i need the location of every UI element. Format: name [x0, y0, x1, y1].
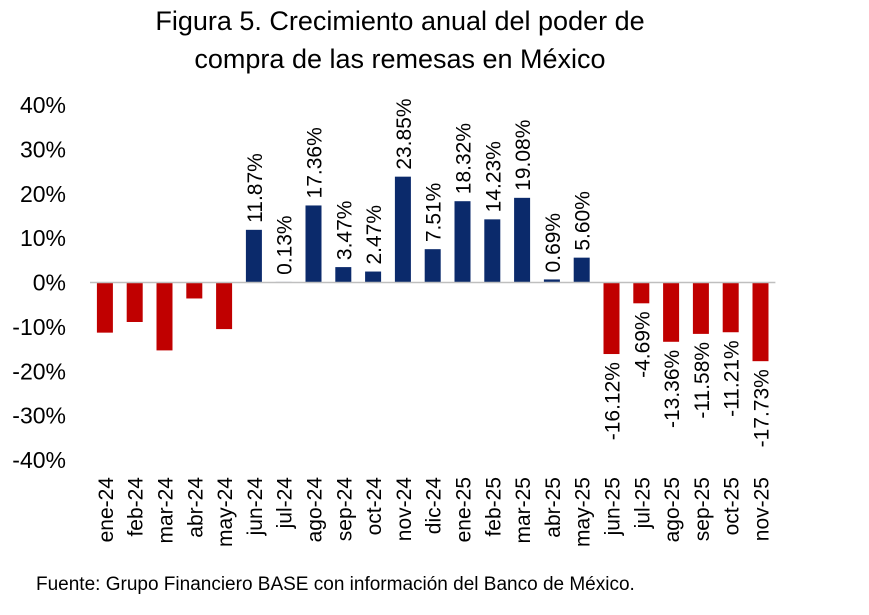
x-tick-label-feb-24: feb-24: [125, 477, 148, 537]
bar-ago-24: [305, 205, 322, 283]
y-tick-label: -10%: [12, 314, 66, 340]
x-tick-label-oct-24: oct-24: [363, 477, 386, 536]
bar-ene-25: [454, 201, 471, 283]
x-tick-label-sep-24: sep-24: [333, 477, 356, 542]
x-tick-label-oct-25: oct-25: [721, 477, 744, 535]
y-tick-label: 0%: [33, 270, 66, 296]
y-tick-label: -40%: [12, 447, 66, 473]
x-tick-label-mar-24: mar-24: [155, 477, 178, 544]
bar-dic-24: [424, 249, 441, 283]
y-tick-label: 30%: [20, 136, 66, 162]
x-tick-label-jun-24: jun-24: [244, 477, 267, 537]
bar-oct-24: [365, 271, 382, 283]
data-label-oct-25: -11.21%: [721, 340, 744, 417]
data-label-jul-25: -4.69%: [631, 311, 654, 378]
x-tick-label-jun-25: jun-25: [602, 477, 625, 536]
bar-feb-25: [484, 219, 501, 283]
x-tick-label-abr-25: abr-25: [542, 477, 565, 538]
source-note: Fuente: Grupo Financiero BASE con inform…: [36, 574, 635, 595]
x-tick-label-jul-25: jul-25: [631, 477, 654, 529]
bar-ene-24: [96, 282, 113, 333]
bar-abr-24: [186, 282, 203, 299]
bar-jun-24: [245, 229, 262, 283]
bar-nov-25: [752, 282, 769, 362]
bar-nov-24: [394, 176, 411, 283]
x-tick-label-may-24: may-24: [214, 477, 237, 547]
data-label-nov-25: -17.73%: [751, 369, 774, 447]
chart-title-line-2: compra de las remesas en México: [194, 44, 606, 74]
bar-ago-25: [663, 282, 680, 342]
data-labels: 11.87% 0.13% 17.36% 3.47% 2.47% 23.85% 7.51% 18…: [244, 98, 774, 447]
bar-sep-24: [335, 267, 352, 283]
data-label-nov-24: 23.85%: [393, 98, 416, 169]
bar-feb-24: [126, 282, 143, 322]
y-tick-label: 20%: [20, 181, 66, 207]
bar-oct-25: [722, 282, 739, 333]
x-tick-label-nov-25: nov-25: [751, 477, 774, 541]
chart-title-line-1: Figura 5. Crecimiento anual del poder de: [155, 6, 645, 36]
y-axis: 40% 30% 20% 10% 0% -10% -20% -30% -40%: [12, 92, 66, 473]
data-label-ene-25: 18.32%: [453, 123, 476, 194]
bar-jun-25: [603, 282, 620, 355]
x-tick-label-dic-24: dic-24: [423, 477, 446, 535]
y-tick-label: 40%: [20, 92, 66, 118]
bar-may-25: [573, 257, 590, 283]
x-tick-label-sep-25: sep-25: [691, 477, 714, 541]
bar-chart: 40% 30% 20% 10% 0% -10% -20% -30% -40% 11.87% 0.1…: [12, 92, 776, 547]
data-label-dic-24: 7.51%: [423, 183, 446, 243]
bar-mar-24: [156, 282, 173, 351]
data-label-sep-25: -11.58%: [691, 342, 714, 419]
data-label-oct-24: 2.47%: [363, 205, 386, 265]
y-tick-label: -30%: [12, 403, 66, 429]
x-tick-label-feb-25: feb-25: [482, 477, 505, 537]
x-tick-label-mar-25: mar-25: [512, 477, 535, 544]
data-label-may-25: 5.60%: [572, 191, 595, 251]
x-tick-label-abr-24: abr-24: [184, 477, 207, 538]
data-label-sep-24: 3.47%: [333, 201, 356, 261]
y-tick-label: -20%: [12, 358, 66, 384]
data-label-jun-24: 11.87%: [244, 153, 267, 223]
y-tick-label: 10%: [20, 225, 66, 251]
x-axis: ene-24 feb-24 mar-24 abr-24 may-24 jun-24 jul-…: [95, 477, 774, 547]
bar-abr-25: [543, 279, 560, 283]
data-label-jun-25: -16.12%: [602, 362, 625, 440]
chart-title: Figura 5. Crecimiento anual del poder de…: [0, 2, 800, 78]
bar-jul-25: [633, 282, 650, 304]
x-tick-label-jul-24: jul-24: [274, 477, 297, 530]
data-label-abr-25: 0.69%: [542, 213, 565, 273]
data-label-jul-24: 0.13%: [274, 215, 297, 275]
x-tick-label-nov-24: nov-24: [393, 477, 416, 542]
data-label-feb-25: 14.23%: [482, 141, 505, 212]
data-label-ago-25: -13.36%: [661, 350, 684, 428]
bar-may-24: [216, 282, 233, 330]
x-tick-label-ene-25: ene-25: [453, 477, 476, 542]
x-tick-label-ago-24: ago-24: [304, 477, 327, 543]
x-tick-label-may-25: may-25: [572, 477, 595, 547]
data-label-ago-24: 17.36%: [304, 127, 327, 198]
bar-series: [96, 176, 769, 362]
x-tick-label-ago-25: ago-25: [661, 477, 684, 542]
data-label-mar-25: 19.08%: [512, 120, 535, 191]
bar-mar-25: [514, 197, 531, 283]
bar-sep-25: [692, 282, 709, 334]
x-tick-label-ene-24: ene-24: [95, 477, 118, 543]
